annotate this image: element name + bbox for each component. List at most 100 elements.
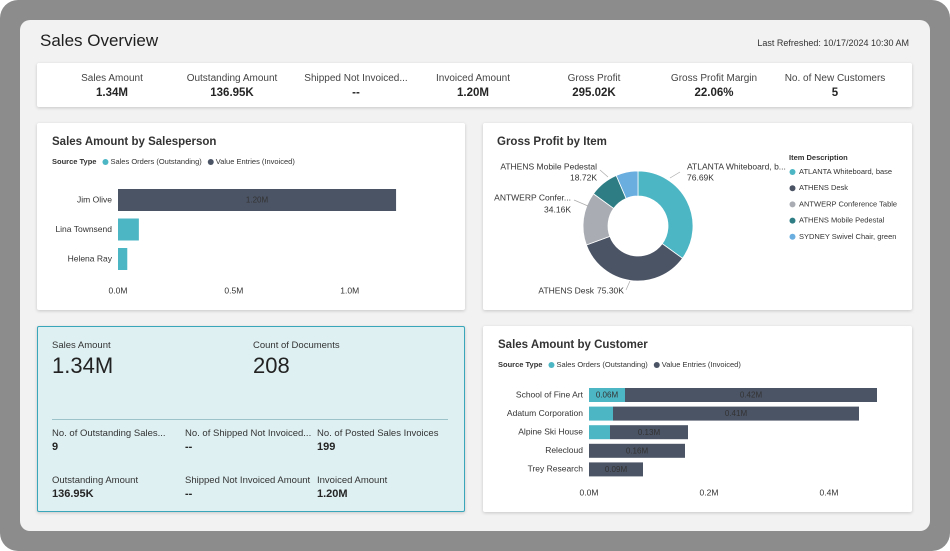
card-value: 1.34M [52, 353, 114, 378]
legend-marker [789, 185, 796, 192]
bar-value-label: 0.09M [605, 465, 628, 474]
slice-label: ATHENS Mobile Pedestal [500, 161, 597, 171]
kpi-label: No. of New Customers [784, 73, 886, 84]
chart-title: Sales Amount by Salesperson [52, 136, 216, 148]
card-value: 1.20M [317, 488, 348, 500]
kpi-value: 1.20M [457, 87, 489, 99]
legend-marker [653, 362, 660, 368]
legend-title: Source Type [52, 157, 96, 166]
kpi-label: Shipped Not Invoiced... [304, 73, 408, 84]
legend-title: Source Type [498, 360, 542, 369]
category-label: Trey Research [528, 464, 584, 474]
category-label: Adatum Corporation [507, 408, 583, 418]
leader-line [669, 171, 681, 179]
bar-value-label: 1.20M [246, 196, 269, 205]
category-label: Relecloud [545, 445, 583, 455]
bar [589, 443, 685, 458]
chart-title: Gross Profit by Item [497, 136, 607, 148]
kpi-label: Sales Amount [81, 73, 143, 84]
kpi-label: Gross Profit [567, 73, 621, 84]
legend-marker [548, 362, 555, 368]
slice-value-label: 76.69K [687, 172, 714, 182]
legend-marker [102, 159, 109, 165]
legend-label: Sales Orders (Outstanding) [556, 360, 648, 369]
bar-value-label: 0.42M [740, 391, 763, 400]
gross-profit-panel [483, 123, 912, 310]
salesperson-panel [37, 123, 465, 310]
card-value: 199 [317, 441, 336, 453]
kpi-value: 1.34M [96, 87, 128, 99]
kpi-label: Gross Profit Margin [670, 73, 758, 84]
card-label: Invoiced Amount [317, 475, 388, 486]
chart-title: Sales Amount by Customer [498, 339, 648, 351]
bar-value-label: 0.06M [596, 391, 619, 400]
x-tick-label: 0.0M [580, 487, 599, 497]
card-label: Count of Documents [253, 340, 340, 351]
slice-value-label: 75.30K [597, 285, 624, 295]
card-label: Outstanding Amount [52, 475, 139, 486]
kpi-value: 22.06% [694, 87, 734, 99]
card-label: Shipped Not Invoiced Amount [185, 475, 311, 486]
x-tick-label: 0.2M [700, 487, 719, 497]
donut-slice [585, 235, 684, 282]
slice-label: ATLANTA Whiteboard, b... [687, 161, 786, 171]
card-label: Sales Amount [52, 340, 111, 351]
card-value: 9 [52, 441, 59, 453]
card-label: No. of Outstanding Sales... [52, 428, 166, 439]
bar [118, 189, 397, 211]
slice-value-label: 18.72K [570, 172, 597, 182]
card-label: No. of Shipped Not Invoiced... [185, 428, 312, 439]
bar [589, 406, 613, 421]
bar [118, 248, 128, 270]
last-refreshed: Last Refreshed: 10/17/2024 10:30 AM [757, 38, 909, 48]
donut-slice [637, 170, 694, 259]
legend-label: Sales Orders (Outstanding) [110, 157, 202, 166]
legend-label: ATLANTA Whiteboard, base [799, 167, 892, 176]
legend-label: ATHENS Mobile Pedestal [799, 216, 885, 225]
legend-marker [789, 217, 796, 224]
legend-marker [207, 159, 214, 165]
legend-marker [789, 169, 796, 175]
bar [625, 388, 877, 402]
kpi-label: Outstanding Amount [186, 73, 278, 84]
page-title: Sales Overview [40, 31, 159, 50]
leader-line [625, 280, 631, 291]
x-tick-label: 0.0M [109, 285, 128, 295]
legend-label: ANTWERP Conference Table [799, 199, 897, 208]
legend-label: Value Entries (Invoiced) [662, 360, 742, 369]
card-value: 208 [253, 353, 290, 378]
legend-label: Value Entries (Invoiced) [216, 157, 296, 166]
category-label: Alpine Ski House [518, 426, 583, 436]
kpi-value: -- [352, 87, 360, 99]
bar-value-label: 0.16M [626, 446, 649, 455]
slice-label: ATHENS Desk [538, 285, 594, 295]
bar [589, 425, 610, 440]
x-tick-label: 0.4M [820, 487, 839, 497]
card-value: -- [185, 441, 193, 453]
x-tick-label: 1.0M [340, 285, 359, 295]
bar [610, 425, 688, 440]
category-label: Jim Olive [77, 194, 112, 204]
kpi-strip [37, 63, 912, 107]
category-label: Helena Ray [68, 253, 113, 263]
card-label: No. of Posted Sales Invoices [317, 428, 439, 439]
bar [589, 462, 643, 477]
card-separator [52, 419, 448, 420]
kpi-label: Invoiced Amount [436, 73, 510, 84]
donut-slice [615, 170, 639, 199]
kpi-value: 136.95K [210, 87, 254, 99]
category-label: School of Fine Art [516, 389, 584, 399]
bar-value-label: 0.41M [725, 409, 748, 418]
bar [118, 218, 139, 241]
legend-title: Item Description [789, 153, 848, 162]
legend-label: SYDNEY Swivel Chair, green [799, 232, 896, 241]
kpi-value: 5 [831, 87, 839, 99]
legend-label: ATHENS Desk [799, 183, 848, 192]
bar-value-label: 0.13M [638, 428, 661, 437]
legend-marker [789, 233, 796, 240]
leader-line [599, 169, 609, 178]
leader-line [573, 199, 589, 207]
legend-marker [789, 201, 796, 208]
